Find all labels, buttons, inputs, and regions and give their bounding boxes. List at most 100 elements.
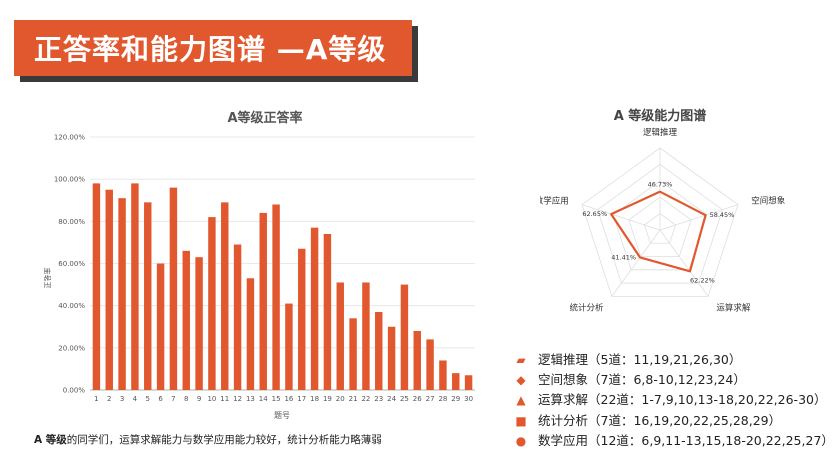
- bar-mark: [195, 257, 203, 390]
- bar-x-tick-label: 13: [246, 395, 255, 403]
- legend-text: 统计分析（7道：16,19,20,22,25,28,29）: [538, 412, 782, 428]
- bar-x-tick-label: 26: [413, 395, 422, 403]
- radar-ring: [643, 213, 677, 244]
- radar-ring: [581, 147, 739, 297]
- radar-axis-label: 统计分析: [570, 303, 605, 314]
- legend-item-stats: ■ 统计分析（7道：16,19,20,22,25,28,29）: [514, 411, 834, 431]
- triangle-icon: ▲: [516, 393, 526, 408]
- radar-axis-label: 运算求解: [716, 303, 751, 314]
- bar-mark: [285, 303, 293, 390]
- bar-x-tick-label: 10: [207, 395, 216, 403]
- bar-x-tick-label: 5: [146, 395, 150, 403]
- bar-y-tick-label: 60.00%: [58, 260, 85, 268]
- bar-x-tick-label: 24: [387, 395, 396, 403]
- bar-mark: [246, 278, 255, 390]
- bar-x-axis-label: 题号: [274, 411, 290, 420]
- bar-y-ticks: 0.00% 20.00% 40.00% 60.00% 80.00% 100.00% 120.…: [54, 134, 85, 395]
- square-icon: ■: [515, 413, 527, 428]
- bar-mark: [336, 282, 344, 390]
- bar-x-tick-label: 7: [171, 395, 175, 403]
- bar-mark: [413, 330, 421, 390]
- circle-icon: ●: [515, 433, 527, 448]
- bar-mark: [221, 202, 229, 390]
- bar-x-tick-label: 8: [184, 395, 188, 403]
- bar-x-tick-label: 30: [464, 395, 473, 403]
- radar-spoke: [611, 229, 661, 297]
- bar-mark: [105, 189, 113, 390]
- radar-axis-label: 空间想象: [751, 195, 786, 206]
- radar-ring: [628, 196, 692, 257]
- bar-mark: [118, 198, 126, 390]
- bar-x-tick-label: 11: [220, 395, 229, 403]
- bar-y-tick-label: 80.00%: [58, 218, 85, 226]
- summary-note-text: 的同学们，运算求解能力与数学应用能力较好，统计分析能力略薄弱: [66, 434, 382, 446]
- bar-y-axis-label: 正答率: [43, 268, 52, 289]
- bar-mark: [375, 311, 383, 390]
- ability-legend: ▰ 逻辑推理（5道：11,19,21,26,30） ◆ 空间想象（7道：6,8-…: [514, 350, 834, 451]
- bar-mark: [426, 339, 434, 390]
- legend-item-logic: ▰ 逻辑推理（5道：11,19,21,26,30）: [514, 350, 834, 370]
- bar-mark: [400, 284, 409, 390]
- bar-x-tick-label: 23: [374, 395, 383, 403]
- bar-series: [92, 183, 473, 390]
- page-title: 正答率和能力图谱 —A等级: [34, 33, 387, 66]
- bar-mark: [144, 202, 152, 390]
- bar-x-tick-label: 6: [158, 395, 163, 403]
- bar-x-tick-label: 16: [284, 395, 293, 403]
- radar-value-label: 58.45%: [710, 211, 735, 219]
- bar-x-tick-label: 22: [361, 395, 370, 403]
- bar-x-tick-label: 29: [451, 395, 460, 403]
- radar-chart-title: A 等级能力图谱: [614, 108, 707, 124]
- bar-mark: [182, 250, 190, 390]
- diamond-icon: ◆: [516, 373, 526, 388]
- radar-value-label: 41.41%: [611, 253, 636, 261]
- bar-x-tick-label: 17: [297, 395, 306, 403]
- bar-x-tick-label: 19: [323, 395, 332, 403]
- radar-value-label: 46.73%: [648, 181, 673, 189]
- legend-text: 运算求解（22道：1-7,9,10,13-18,20,22,26-30）: [538, 392, 827, 408]
- bar-mark: [349, 318, 357, 390]
- bar-mark: [452, 373, 460, 390]
- bar-x-tick-label: 20: [336, 395, 345, 403]
- bar-y-tick-label: 0.00%: [63, 387, 86, 395]
- radar-series: [610, 190, 707, 273]
- bar-mark: [233, 244, 242, 390]
- bar-x-tick-label: 2: [107, 395, 111, 403]
- bar-y-tick-label: 120.00%: [54, 134, 85, 142]
- bar-mark: [259, 212, 267, 390]
- legend-item-apply: ● 数学应用（12道：6,9,11-13,15,18-20,22,25,27）: [514, 431, 834, 451]
- bar-x-tick-label: 25: [400, 395, 409, 403]
- bar-chart-title: A等级正答率: [227, 110, 302, 126]
- radar-value-label: 62.65%: [582, 210, 607, 218]
- bar-mark: [298, 248, 306, 390]
- bar-mark: [131, 183, 139, 390]
- bar-x-tick-label: 27: [426, 395, 435, 403]
- legend-item-space: ◆ 空间想象（7道：6,8-10,12,23,24）: [514, 370, 834, 390]
- bar-x-ticks: 1 2 3 4 5 6 7 8 9 10 11 12 13 14 15 16 17 18 19 20 21 22 23 24 2…: [94, 395, 473, 403]
- radar-spoke: [581, 204, 661, 231]
- bar-x-tick-label: 15: [272, 395, 281, 403]
- radar-spoke: [659, 229, 709, 297]
- summary-note-lead: A 等级: [34, 434, 67, 446]
- title-banner: 正答率和能力图谱 —A等级: [14, 20, 412, 76]
- bar-y-tick-label: 100.00%: [54, 176, 85, 184]
- legend-text: 逻辑推理（5道：11,19,21,26,30）: [538, 352, 742, 367]
- bar-mark: [323, 233, 332, 390]
- bar-mark: [208, 217, 216, 390]
- bar-y-tick-label: 40.00%: [58, 302, 85, 310]
- radar-series-line: [610, 190, 707, 273]
- bar-y-tick-label: 20.00%: [58, 344, 85, 352]
- bar-mark: [387, 326, 396, 390]
- bar-x-tick-label: 21: [349, 395, 358, 403]
- bar-mark: [362, 282, 370, 390]
- radar-spoke: [659, 204, 739, 231]
- radar-value-label: 62.22%: [690, 276, 715, 284]
- radar-axis-label: 逻辑推理: [643, 127, 678, 138]
- bar-x-tick-label: 3: [120, 395, 124, 403]
- bar-x-tick-label: 18: [310, 395, 319, 403]
- radar-value-labels: 46.73% 58.45% 62.22% 41.41% 62.65%: [582, 181, 734, 285]
- bar-x-tick-label: 12: [233, 395, 242, 403]
- bar-x-tick-label: 28: [438, 395, 447, 403]
